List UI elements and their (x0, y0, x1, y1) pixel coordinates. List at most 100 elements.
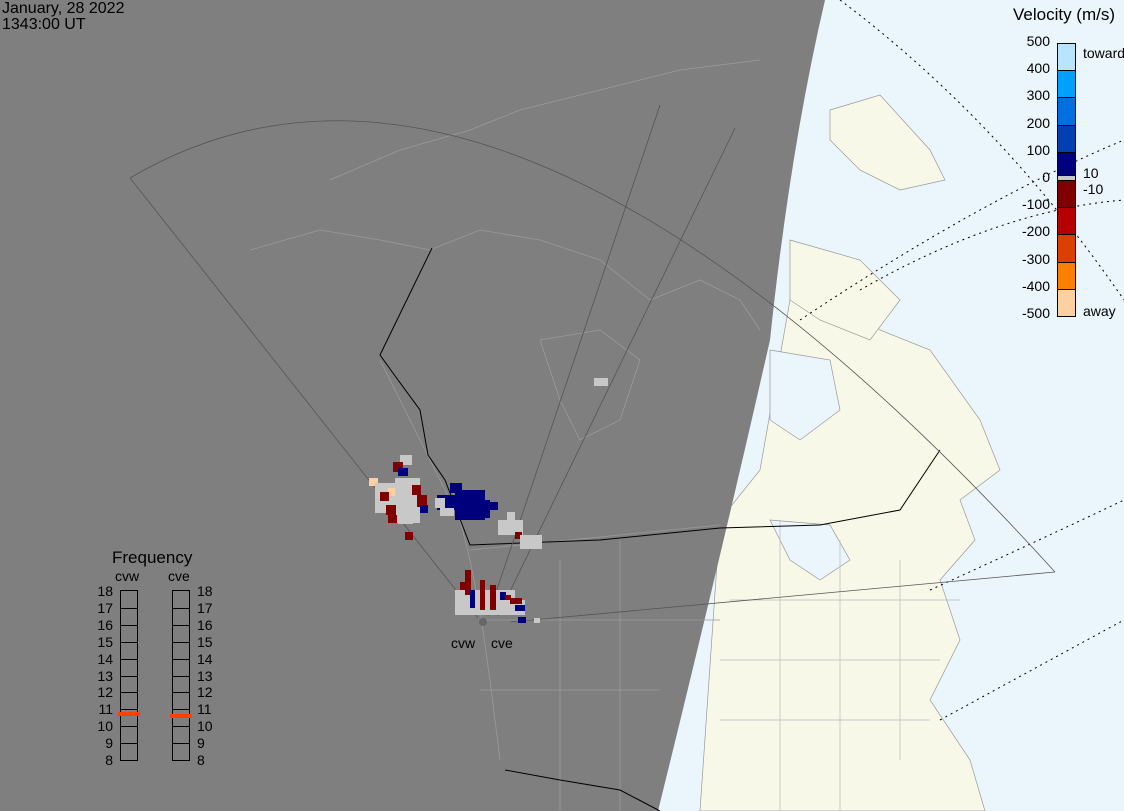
frequency-gridline (173, 607, 189, 609)
ground-scatter-cell (440, 508, 454, 516)
frequency-gridline (173, 675, 189, 677)
colorbar-segment-away (1058, 180, 1075, 208)
frequency-tick-label: 10 (97, 718, 113, 735)
ground-scatter-cell (435, 498, 445, 508)
ground-scatter-cell (398, 512, 413, 524)
frequency-bar-cve (170, 590, 192, 761)
frequency-gridline (121, 692, 137, 694)
frequency-gridline (173, 709, 189, 711)
colorbar-tick-label: 100 (1026, 141, 1050, 158)
ground-scatter-cell (498, 520, 523, 535)
colorbar-tick-label: -500 (1021, 305, 1050, 321)
radar-label-cve: cve (491, 635, 513, 651)
colorbar-tick-label: 400 (1026, 60, 1050, 77)
colorbar-segment-toward (1058, 98, 1075, 126)
frequency-tick-label: 15 (197, 633, 213, 650)
velocity-cell (465, 570, 471, 595)
ground-scatter-cell (520, 535, 542, 549)
velocity-cell (518, 617, 526, 623)
frequency-label-cvw: cvw (115, 568, 140, 584)
colorbar-segment-away (1058, 288, 1075, 316)
frequency-gridline (121, 726, 137, 728)
ground-scatter-cell (594, 378, 608, 386)
frequency-tick-label: 18 (97, 583, 113, 599)
land-greenland (829, 94, 946, 191)
velocity-cell (369, 478, 378, 486)
frequency-tick-label: 14 (197, 650, 213, 667)
frequency-tick-label: 11 (197, 701, 212, 718)
colorbar-neg-threshold: -10 (1083, 181, 1104, 197)
colorbar-tick-label: -400 (1021, 277, 1050, 294)
colorbar-tick-label: 500 (1026, 33, 1050, 49)
frequency-gridline (173, 726, 189, 728)
ground-scatter-cell (534, 618, 540, 623)
frequency-gridline (173, 624, 189, 626)
velocity-cell (380, 492, 389, 501)
frequency-gridline (121, 675, 137, 677)
frequency-bar-cvw (118, 590, 140, 761)
frequency-marker (118, 712, 140, 717)
colorbar-tick-label: 0 (1042, 169, 1050, 185)
ground-scatter-cell (507, 512, 515, 520)
frequency-label-cve: cve (168, 568, 190, 584)
velocity-cell (500, 592, 506, 604)
colorbar-segment-toward (1058, 152, 1075, 176)
frequency-gridline (121, 709, 137, 711)
colorbar-away-label: away (1083, 303, 1116, 319)
velocity-cell (386, 505, 396, 515)
frequency-tick-label: 16 (97, 616, 113, 633)
colorbar-segment-toward (1058, 44, 1075, 72)
colorbar-tick-label: -300 (1021, 250, 1050, 267)
colorbar-segment-toward (1058, 125, 1075, 153)
frequency-tick-label: 11 (98, 701, 113, 718)
velocity-cell (420, 505, 428, 513)
frequency-gridline (121, 658, 137, 660)
velocity-cell (490, 585, 496, 610)
radar-site (479, 618, 487, 626)
frequency-tick-label: 17 (197, 599, 213, 616)
frequency-tick-label: 13 (97, 667, 113, 684)
plot-time: 1343:00 UT (2, 16, 86, 33)
velocity-cell (405, 532, 413, 540)
frequency-gridline (173, 641, 189, 643)
colorbar-tick-label: 300 (1026, 87, 1050, 104)
fov-arc (129, 120, 1056, 573)
velocity-cell (417, 495, 427, 507)
colorbar-ground-scatter (1058, 176, 1075, 180)
frequency-gridline (121, 607, 137, 609)
frequency-tick-label: 9 (197, 735, 205, 752)
velocity-cell (388, 515, 397, 523)
frequency-tick-label: 17 (97, 599, 113, 616)
frequency-gridline (173, 658, 189, 660)
velocity-cell (470, 590, 475, 608)
velocity-cell (515, 605, 525, 611)
fov-edge-cve-left (497, 127, 736, 617)
colorbar-segment-away (1058, 261, 1075, 289)
frequency-tick-label: 18 (197, 583, 213, 599)
colorbar-segment-away (1058, 234, 1075, 262)
frequency-tick-label: 8 (197, 752, 205, 768)
velocity-cell (388, 488, 397, 496)
frequency-tick-label: 8 (105, 752, 113, 768)
velocity-cell (515, 532, 522, 539)
great-lakes (769, 519, 851, 581)
frequency-tick-label: 9 (105, 735, 113, 752)
colorbar-tick-label: 200 (1026, 114, 1050, 131)
frequency-tick-label: 16 (197, 616, 213, 633)
plot-date: January, 28 2022 (2, 0, 125, 17)
colorbar-segment-toward (1058, 71, 1075, 99)
colorbar-segment-away (1058, 207, 1075, 235)
frequency-gridline (173, 743, 189, 745)
frequency-tick-label: 14 (97, 650, 113, 667)
velocity-cell (470, 500, 490, 518)
velocity-cell (450, 483, 462, 493)
colorbar-title: Velocity (m/s) (1013, 5, 1116, 24)
frequency-marker (170, 714, 192, 719)
velocity-colorbar (1057, 43, 1076, 317)
velocity-cell (412, 485, 421, 495)
latitude-lines (799, 0, 1124, 721)
colorbar-tick-label: -200 (1021, 223, 1050, 240)
hudson-bay (769, 349, 841, 441)
coastlines (249, 59, 761, 811)
fov-edge-cve (509, 571, 1056, 623)
